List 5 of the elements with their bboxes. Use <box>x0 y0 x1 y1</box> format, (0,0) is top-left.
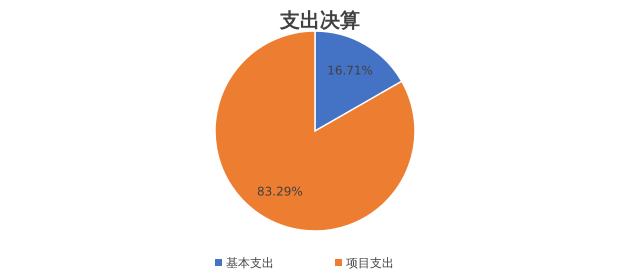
data-label: 16.71% <box>327 63 373 78</box>
chart-title: 支出决算 <box>279 8 360 32</box>
legend-label: 项目支出 <box>346 256 394 270</box>
data-label: 83.29% <box>257 184 303 199</box>
legend-label: 基本支出 <box>226 256 274 270</box>
